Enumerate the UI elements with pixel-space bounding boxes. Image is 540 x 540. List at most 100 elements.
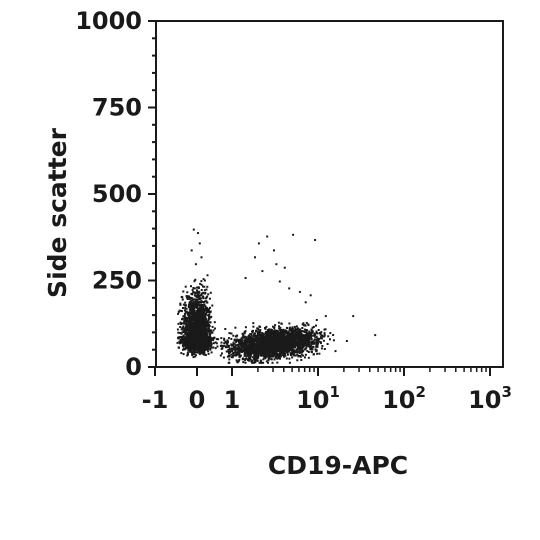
data-point [202, 278, 205, 281]
data-point [267, 345, 270, 348]
data-point [202, 348, 205, 351]
data-point [177, 310, 180, 313]
data-point [256, 346, 259, 349]
data-point [295, 337, 298, 339]
data-point [234, 349, 237, 352]
data-point [190, 296, 193, 299]
data-point [276, 335, 279, 338]
data-point [198, 311, 201, 314]
data-point [238, 343, 241, 346]
data-point [199, 318, 202, 321]
data-point [302, 346, 305, 349]
data-point [275, 354, 278, 357]
data-point [265, 352, 267, 355]
data-point [192, 311, 195, 314]
data-point [266, 355, 269, 358]
data-point [203, 292, 206, 295]
data-point [228, 358, 231, 361]
data-point [184, 340, 187, 343]
data-point [291, 341, 294, 344]
data-point [194, 299, 197, 302]
data-point [316, 352, 319, 355]
data-point [195, 347, 198, 350]
data-point [299, 328, 302, 331]
data-point [193, 323, 195, 326]
data-point [260, 347, 262, 350]
data-point [219, 345, 222, 347]
data-point [280, 338, 283, 341]
data-point [277, 321, 280, 324]
data-point [283, 343, 286, 346]
data-point [208, 317, 211, 320]
data-point [270, 342, 273, 345]
data-point [281, 329, 284, 332]
data-point [317, 340, 320, 343]
data-point [251, 356, 254, 359]
data-point [189, 315, 192, 318]
data-point [255, 336, 258, 339]
data-point [257, 352, 259, 355]
data-point [307, 351, 310, 353]
data-point [275, 335, 278, 338]
data-point [206, 348, 209, 351]
data-point [307, 333, 310, 336]
data-point [194, 294, 196, 297]
data-point [246, 347, 249, 350]
data-point [281, 344, 284, 347]
data-point [268, 333, 271, 336]
data-point [266, 347, 269, 350]
data-point [209, 306, 211, 309]
data-point [303, 335, 306, 338]
data-point [307, 334, 310, 337]
data-point [252, 361, 255, 364]
data-point [301, 323, 304, 326]
data-point [194, 324, 197, 326]
data-point [247, 335, 250, 338]
data-point [269, 343, 272, 346]
data-point [264, 342, 266, 345]
data-point [317, 342, 319, 345]
data-point [215, 342, 218, 345]
data-point [251, 361, 254, 364]
data-point [188, 338, 191, 341]
data-point [283, 334, 286, 336]
data-point [204, 300, 206, 303]
data-point [191, 337, 193, 340]
data-point [184, 285, 187, 288]
data-point [186, 335, 189, 338]
data-point [211, 304, 214, 307]
data-point [198, 338, 201, 340]
data-point [316, 337, 319, 340]
data-point [236, 334, 239, 337]
data-point [195, 294, 198, 297]
data-point [202, 306, 205, 309]
data-point [252, 344, 255, 347]
data-point [259, 350, 262, 353]
data-point [255, 346, 257, 348]
data-point [209, 339, 212, 342]
data-point [300, 359, 303, 361]
data-point [316, 332, 319, 335]
data-point [280, 322, 283, 325]
data-point [249, 347, 252, 349]
data-point [195, 327, 198, 330]
data-point [204, 306, 207, 309]
data-point [201, 343, 203, 346]
data-point [303, 334, 306, 337]
data-point [224, 346, 227, 349]
data-point [187, 344, 190, 346]
data-point [309, 333, 312, 336]
data-point [299, 340, 302, 342]
data-point [209, 321, 212, 324]
data-point [195, 298, 198, 301]
data-point [247, 359, 249, 362]
data-point [204, 326, 207, 329]
data-point [223, 342, 226, 345]
data-point [209, 345, 212, 347]
data-point [190, 311, 193, 314]
data-point [269, 334, 272, 337]
data-point [185, 339, 188, 342]
data-point [273, 335, 275, 338]
data-point [298, 336, 301, 339]
data-point [191, 293, 194, 296]
